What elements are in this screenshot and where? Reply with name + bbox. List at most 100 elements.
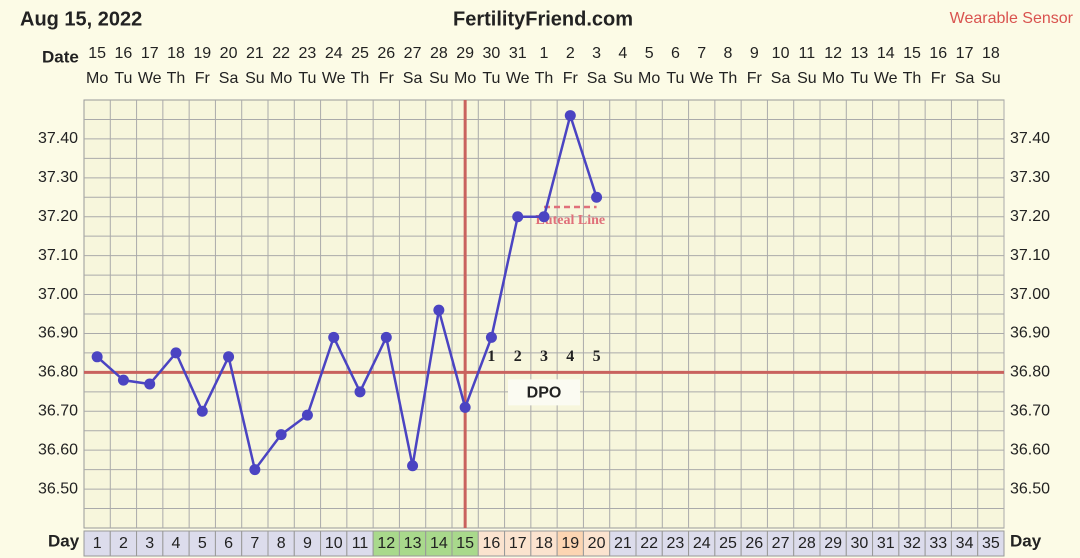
day-number: 4 — [172, 535, 181, 552]
day-number: 15 — [456, 535, 474, 552]
dpo-number: 4 — [566, 348, 574, 365]
day-cell — [872, 530, 900, 557]
day-number: 19 — [561, 535, 579, 552]
temperature-point — [485, 331, 497, 343]
day-cell — [635, 530, 663, 557]
date-number: 16 — [115, 45, 133, 62]
day-cell — [241, 530, 269, 557]
y-tick-label: 36.90 — [38, 325, 78, 342]
temperature-point — [380, 331, 392, 343]
weekday: Th — [719, 70, 738, 87]
day-cell — [845, 530, 874, 557]
weekday: Su — [429, 70, 449, 87]
day-cell — [162, 530, 190, 557]
temperature-point — [328, 331, 340, 343]
date-number: 12 — [824, 45, 842, 62]
date-number: 30 — [483, 45, 501, 62]
date-number: 22 — [272, 45, 290, 62]
day-cell — [582, 530, 611, 557]
date-number: 9 — [750, 45, 759, 62]
day-cell — [451, 530, 479, 557]
date-number: 28 — [430, 45, 448, 62]
date-number: 15 — [88, 45, 106, 62]
weekday: Fr — [379, 70, 395, 87]
weekday: Tu — [666, 70, 684, 87]
day-cell — [109, 530, 138, 557]
weekday: Sa — [587, 70, 607, 87]
weekday: Fr — [931, 70, 947, 87]
temperature-point — [512, 211, 524, 223]
weekday: Tu — [850, 70, 868, 87]
y-tick-label: 36.50 — [38, 480, 78, 497]
day-number: 29 — [824, 535, 842, 552]
weekday: Fr — [563, 70, 579, 87]
temperature-point — [459, 401, 471, 413]
y-tick-label-right: 37.40 — [1010, 130, 1050, 147]
day-number: 24 — [693, 535, 711, 552]
day-cell — [83, 530, 111, 557]
day-number: 16 — [483, 535, 501, 552]
temperature-point — [170, 347, 182, 359]
y-tick-label: 37.30 — [38, 169, 78, 186]
weekday: Fr — [747, 70, 763, 87]
chart-date: Aug 15, 2022 — [20, 8, 142, 30]
y-tick-label: 37.00 — [38, 286, 78, 303]
day-cell — [977, 530, 1005, 557]
day-number: 20 — [588, 535, 606, 552]
day-label: Day — [48, 531, 80, 550]
date-number: 31 — [509, 45, 527, 62]
day-number: 21 — [614, 535, 632, 552]
luteal-label: Luteal Line — [535, 213, 605, 228]
date-number: 17 — [956, 45, 974, 62]
date-number: 16 — [929, 45, 947, 62]
weekday: Su — [981, 70, 1001, 87]
weekday: Su — [245, 70, 265, 87]
day-number: 5 — [198, 535, 207, 552]
weekday: Tu — [298, 70, 316, 87]
temperature-point — [196, 405, 208, 417]
weekday: We — [874, 70, 898, 87]
day-cell — [136, 530, 164, 557]
y-tick-label-right: 37.20 — [1010, 208, 1050, 225]
temperature-line — [96, 111, 598, 473]
date-number: 18 — [167, 45, 185, 62]
y-tick-label: 37.20 — [38, 208, 78, 225]
temperature-point — [275, 429, 287, 441]
weekday: Th — [167, 70, 186, 87]
day-number: 6 — [224, 535, 233, 552]
day-number: 27 — [772, 535, 790, 552]
temperature-point — [144, 378, 156, 390]
date-number: 14 — [877, 45, 895, 62]
weekday: Mo — [638, 70, 660, 87]
y-tick-label-right: 37.00 — [1010, 286, 1050, 303]
y-tick-label-right: 36.70 — [1010, 402, 1050, 419]
weekday: Tu — [482, 70, 500, 87]
day-number: 7 — [250, 535, 259, 552]
dpo-number: 1 — [487, 348, 495, 365]
dpo-number: 5 — [593, 348, 601, 365]
day-label-right: Day — [1010, 531, 1042, 550]
day-number: 14 — [430, 535, 448, 552]
day-number: 12 — [377, 535, 395, 552]
date-number: 10 — [772, 45, 790, 62]
weekday: We — [138, 70, 162, 87]
date-number: 23 — [299, 45, 317, 62]
weekday: Fr — [195, 70, 211, 87]
y-tick-label-right: 37.10 — [1010, 247, 1050, 264]
weekday: Mo — [86, 70, 108, 87]
weekday: Th — [903, 70, 922, 87]
temperature-point — [223, 351, 235, 363]
weekday: We — [506, 70, 530, 87]
day-cell — [661, 530, 690, 557]
weekday: Sa — [403, 70, 423, 87]
day-cell — [688, 530, 716, 557]
day-number: 28 — [798, 535, 816, 552]
day-number: 22 — [640, 535, 658, 552]
weekday: We — [690, 70, 714, 87]
date-number: 27 — [404, 45, 422, 62]
weekday: We — [322, 70, 346, 87]
date-number: 13 — [851, 45, 869, 62]
day-number: 11 — [352, 535, 369, 552]
date-number: 5 — [645, 45, 654, 62]
